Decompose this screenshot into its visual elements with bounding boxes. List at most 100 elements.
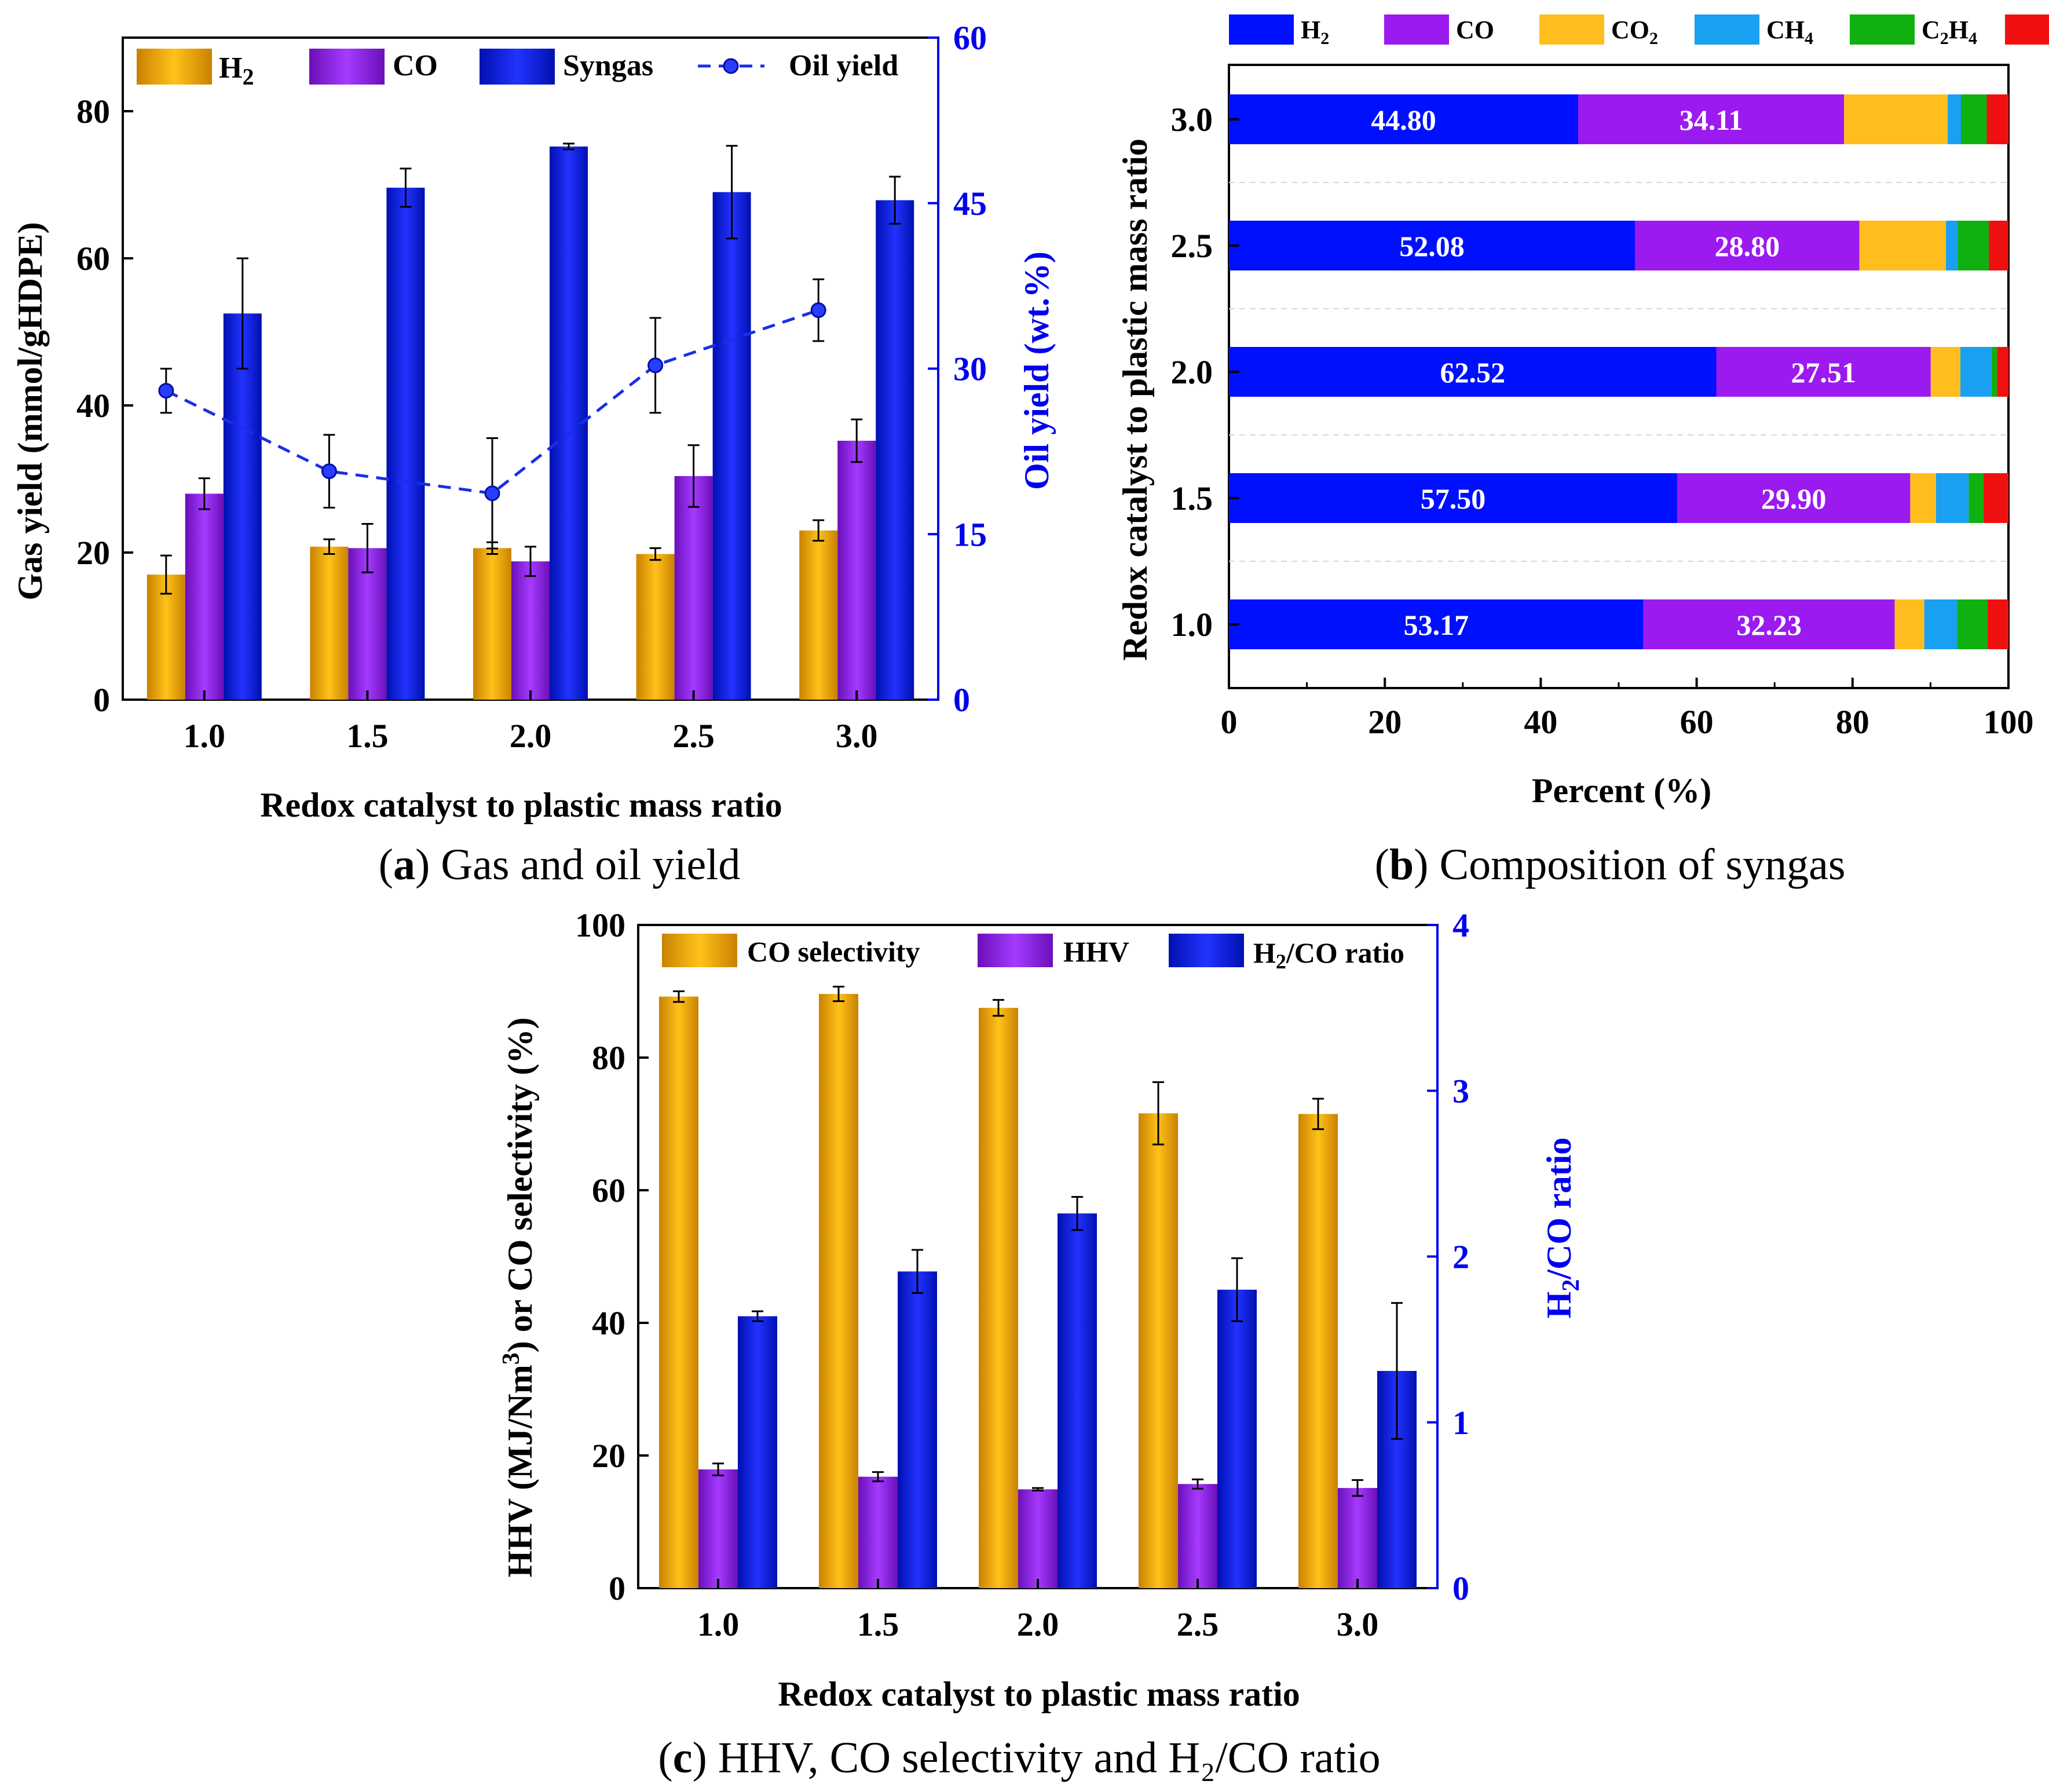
panel-a-bar-syngas <box>712 192 751 700</box>
panel-c-ytick-label: 0 <box>609 1570 625 1607</box>
panel-b-bar-CO <box>1643 599 1895 649</box>
panel-a-ytick-label: 80 <box>76 93 110 130</box>
panel-c-ytick-right-label: 4 <box>1452 906 1469 944</box>
legend-cosel-swatch <box>662 934 737 967</box>
panel-a-xtick-label: 2.0 <box>510 717 552 755</box>
panel-c-bar-c_ratio <box>1217 1289 1257 1588</box>
legend-hhv-swatch <box>978 934 1053 967</box>
panel-b-legend-swatch <box>1229 14 1294 45</box>
panel-b-legend-swatch <box>1384 14 1449 45</box>
panel-b-bar-label: 52.08 <box>1399 230 1465 262</box>
panel-b-legend-label: CO <box>1456 16 1494 44</box>
panel-a-oil-point <box>158 383 174 399</box>
panel-b-bar-CH4 <box>1948 94 1962 144</box>
panel-a-bar-co <box>674 476 713 700</box>
panel-b-bar-label: 44.80 <box>1371 104 1436 136</box>
panel-b-bar-label: 53.17 <box>1404 609 1469 641</box>
panel-a-xtick-label: 2.5 <box>672 717 715 755</box>
panel-b-ytick-label: 3.0 <box>1171 101 1213 138</box>
panel-a-legend: H2 CO Syngas Oil yield <box>137 49 898 90</box>
panel-c-ylabel: HHV (MJ/Nm3) or CO selectivity (%) <box>498 1018 539 1578</box>
panel-c-bar-c_cosel <box>1298 1114 1338 1588</box>
panel-b-bar-CO <box>1677 473 1911 523</box>
panel-b-bars: 53.17 32.23 57.50 29.90 62.52 27.51 52.08 28.80… <box>1229 94 2009 649</box>
panel-c-ylabel-right: H2/CO ratio <box>1540 1138 1585 1319</box>
panel-a-ytick-right-label: 60 <box>953 19 987 57</box>
panel-b-ytick-label: 1.5 <box>1171 480 1213 517</box>
panel-c-bar-c_hhv <box>1018 1489 1058 1588</box>
panel-b-bar-C2H4 <box>1961 94 1987 144</box>
panel-a-bar-syngas <box>223 313 262 700</box>
panel-b-legend-swatch <box>1539 14 1604 45</box>
panel-a-ylabel-right: Oil yield (wt.%) <box>1018 251 1056 490</box>
panel-c-bar-c_hhv <box>1178 1484 1217 1588</box>
panel-b-ticks: 1.0 1.5 2.0 2.5 3.0 0 20 40 60 80 100 <box>1171 101 2034 741</box>
panel-a-ytick-right-label: 0 <box>953 681 970 719</box>
panel-a-oil-point <box>810 302 826 319</box>
panel-b-ytick-label: 2.0 <box>1171 353 1213 391</box>
panel-c-xtick-label: 3.0 <box>1337 1606 1379 1643</box>
panel-b-bar-CO2 <box>1859 221 1946 270</box>
panel-b-legend-swatch <box>1850 14 1915 45</box>
panel-a-ytick-label: 20 <box>76 534 110 572</box>
panel-a-bar-h2 <box>636 554 675 700</box>
panel-a-ytick-label: 60 <box>76 240 110 277</box>
panel-b-xtick-label: 100 <box>1984 703 2034 741</box>
panel-c-ytick-label: 20 <box>592 1437 625 1475</box>
panel-b-bar-CH4 <box>1935 473 1969 523</box>
panel-b-bar-C2H4 <box>1968 473 1984 523</box>
panel-b-xtick-label: 0 <box>1221 703 1238 741</box>
panel-b-bar-C2H4 <box>1991 347 1997 397</box>
panel-a-oil-line <box>158 278 826 550</box>
panel-b-bar-CH4 <box>1946 221 1958 270</box>
panel-b-bar-CH4 <box>1960 347 1992 397</box>
panel-b-legend-label: H2 <box>1301 16 1329 48</box>
panel-a-oil-point <box>484 485 500 502</box>
panel-b-ytick-label: 1.0 <box>1171 606 1213 643</box>
panel-a-oil-point <box>321 463 337 480</box>
panel-c-bar-c_cosel <box>1139 1113 1178 1588</box>
panel-b-bar-C3H6 <box>1983 473 2008 523</box>
panel-b-bar-CH4 <box>1924 599 1957 649</box>
panel-a-bar-co <box>837 440 876 700</box>
panel-b-xtick-label: 20 <box>1368 703 1402 741</box>
panel-a-oil-point <box>647 357 664 374</box>
panel-c-ytick-label: 40 <box>592 1304 625 1342</box>
panel-b-xlabel: Percent (%) <box>1532 771 1711 810</box>
legend-oil-marker <box>723 58 739 74</box>
legend-ratio-label: H2/CO ratio <box>1253 937 1404 973</box>
legend-co-label: CO <box>393 49 438 82</box>
panel-a-bar-h2 <box>310 546 349 700</box>
panel-b-bar-CO2 <box>1894 599 1924 649</box>
panel-c-bar-c_hhv <box>858 1476 898 1588</box>
panel-a-ytick-right-label: 45 <box>953 185 987 222</box>
panel-a-bar-co <box>348 548 387 700</box>
panel-b-ylabel: Redox catalyst to plastic mass ratio <box>1116 138 1154 661</box>
panel-c: 1.0 1.5 2.0 2.5 3.0 0 20 40 60 80 100 0 1 2 3 4 CO sele… <box>498 906 1585 1782</box>
panel-c-bars <box>659 985 1417 1588</box>
panel-a-ytick-label: 40 <box>76 387 110 425</box>
panel-b-bar-CO2 <box>1910 473 1936 523</box>
panel-a-bar-h2 <box>473 548 511 700</box>
panel-a-ytick-label: 0 <box>93 681 110 719</box>
legend-cosel-label: CO selectivity <box>747 935 920 968</box>
panel-c-bar-c_cosel <box>819 994 858 1588</box>
panel-c-bar-c_hhv <box>698 1469 738 1588</box>
panel-b-legend: H2COCO2CH4C2H4C3H6 <box>1229 14 2049 48</box>
panel-b-ytick-label: 2.5 <box>1171 227 1213 265</box>
panel-a-ytick-right-label: 30 <box>953 350 987 388</box>
panel-c-ytick-right-label: 3 <box>1452 1072 1469 1110</box>
panel-b-bar-label: 57.50 <box>1421 482 1486 515</box>
panel-b-xtick-label: 60 <box>1680 703 1714 741</box>
panel-b-bar-CO2 <box>1930 347 1960 397</box>
panel-a-ylabel: Gas yield (mmol/gHDPE) <box>11 222 49 600</box>
panel-b-bar-C3H6 <box>1989 221 2008 270</box>
panel-b-legend-label: CH4 <box>1766 16 1813 48</box>
panel-a-xtick-label: 1.5 <box>346 717 389 755</box>
panel-b-legend-label: CO2 <box>1611 16 1658 48</box>
panel-b-legend-swatch <box>1695 14 1759 45</box>
panel-c-ytick-label: 80 <box>592 1039 625 1077</box>
panel-c-ytick-right-label: 2 <box>1452 1238 1469 1276</box>
legend-co-swatch <box>309 49 385 85</box>
panel-b-bar-label: 34.11 <box>1680 104 1743 136</box>
